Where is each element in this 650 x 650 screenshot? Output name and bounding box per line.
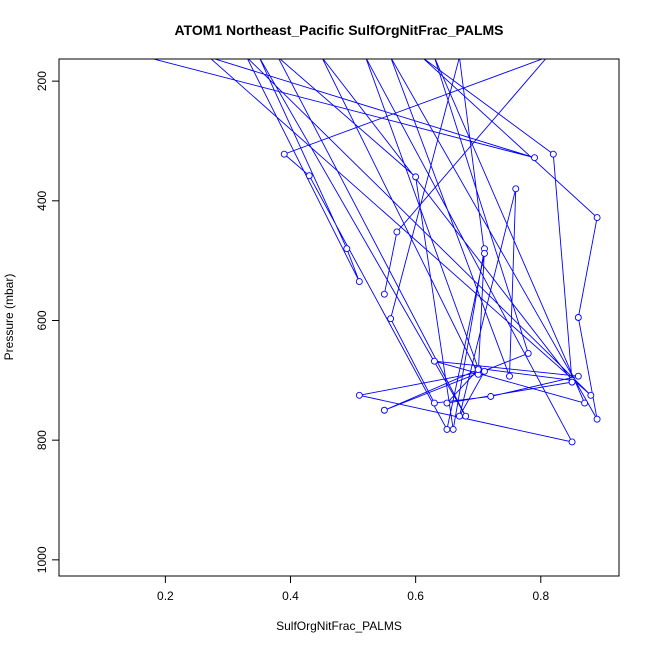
data-point: [593, 214, 601, 222]
data-point: [456, 412, 463, 420]
y-axis-label: Pressure (mbar): [2, 274, 16, 361]
data-point: [574, 372, 582, 380]
data-point: [474, 366, 482, 374]
data-point: [531, 154, 538, 162]
data-point: [506, 372, 513, 380]
data-point: [587, 391, 595, 399]
data-point: [568, 378, 576, 386]
y-axis: 200 400 600 800 1000: [35, 71, 60, 573]
data-point: [412, 173, 420, 181]
data-point: [343, 245, 351, 253]
y-tick-label: 800: [35, 430, 49, 450]
data-point: [481, 250, 488, 257]
data-point: [280, 150, 288, 158]
y-tick-label: 600: [35, 310, 49, 330]
data-point: [568, 438, 576, 446]
data-point: [581, 399, 589, 407]
y-tick-label: 1000: [35, 546, 49, 573]
data-point: [355, 278, 363, 286]
data-point: [443, 425, 451, 433]
series-line-0: [151, 59, 598, 443]
x-tick-label: 0.4: [282, 589, 299, 603]
x-tick-label: 0.8: [532, 589, 549, 603]
data-point: [481, 367, 488, 375]
x-tick-label: 0.6: [407, 589, 424, 603]
data-point: [430, 357, 438, 365]
data-point: [387, 315, 395, 323]
data-point: [593, 415, 601, 423]
data-point: [305, 172, 313, 180]
data-point: [462, 412, 470, 420]
data-point: [380, 290, 388, 298]
x-axis: 0.2 0.4 0.6 0.8: [157, 575, 549, 603]
data-point: [443, 399, 451, 407]
data-point: [549, 150, 557, 158]
data-point: [524, 349, 532, 357]
data-point: [449, 425, 457, 433]
y-tick-label: 400: [35, 190, 49, 210]
data-point: [393, 228, 401, 236]
plot-frame: [58, 58, 620, 577]
data-point: [430, 399, 438, 407]
data-point: [380, 406, 388, 414]
y-tick-label: 200: [35, 71, 49, 91]
data-point: [355, 391, 363, 399]
chart-title: ATOM1 Northeast_Pacific SulfOrgNitFrac_P…: [174, 22, 503, 38]
data-point: [574, 314, 582, 321]
series-layer: [151, 59, 598, 443]
points-layer: [280, 150, 601, 446]
x-axis-label: SulfOrgNitFrac_PALMS: [276, 619, 402, 633]
data-point: [512, 185, 520, 193]
x-tick-label: 0.2: [157, 589, 174, 603]
data-point: [487, 393, 495, 400]
